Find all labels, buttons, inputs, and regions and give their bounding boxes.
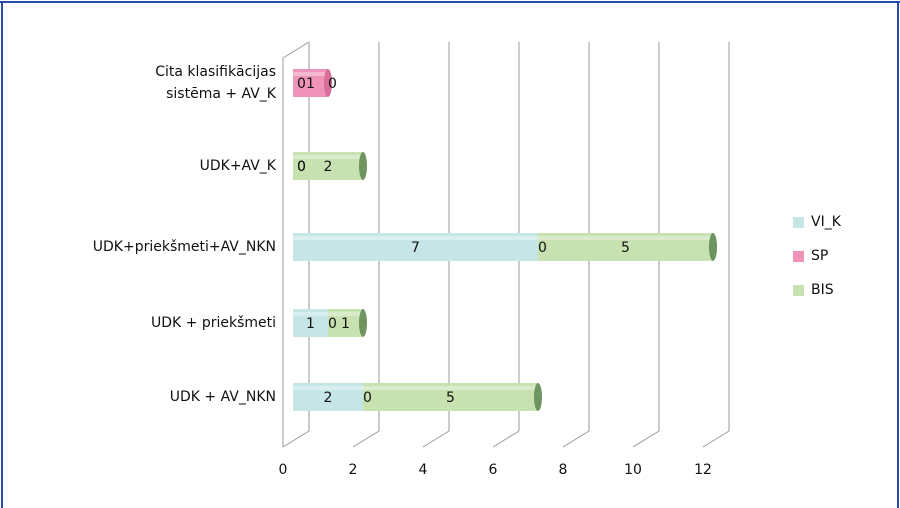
bar-highlight	[293, 312, 328, 316]
floor-line	[562, 430, 590, 448]
legend-swatch-vi-k	[793, 217, 804, 228]
y-axis-category-label: UDK + AV_NKN	[169, 389, 276, 405]
bar-bis	[363, 383, 538, 411]
bar-end-cap	[709, 233, 717, 261]
bar-vi-k	[293, 383, 363, 411]
x-tick-label: 8	[559, 462, 568, 478]
floor-line	[492, 430, 520, 448]
x-tick-label: 2	[349, 462, 358, 478]
data-label: 0	[328, 76, 337, 92]
x-tick-label: 6	[489, 462, 498, 478]
x-tick-label: 10	[624, 462, 642, 478]
bar-bis	[328, 309, 363, 337]
data-label: 0	[328, 316, 337, 332]
bar-highlight	[293, 72, 328, 76]
bar-bis	[538, 233, 713, 261]
left-wall-top	[282, 41, 310, 59]
y-axis-category-label: UDK+AV_K	[199, 158, 276, 174]
data-label: 2	[324, 390, 333, 406]
legend-swatch-sp	[793, 251, 804, 262]
y-axis-category-label: Cita klasifikācijas sistēma + AV_K	[155, 64, 276, 102]
bar-vi-k	[293, 233, 538, 261]
data-label: 0	[297, 159, 306, 175]
floor-line	[282, 430, 310, 448]
bar-highlight	[293, 386, 363, 390]
bar-vi-k	[293, 309, 328, 337]
legend-label: BIS	[811, 282, 834, 298]
chart-bars: 0 1 000 27 0 51 0 12 0 5	[293, 69, 717, 411]
floor-line	[422, 430, 450, 448]
bar-end-cap	[534, 383, 542, 411]
data-label: 0	[538, 240, 547, 256]
bar-end-cap	[324, 69, 332, 97]
bar-end-cap	[359, 309, 367, 337]
data-label: 0	[363, 390, 372, 406]
data-label: 5	[621, 240, 630, 256]
y-axis-category-label: UDK + priekšmeti	[150, 315, 276, 331]
y-axis-category-label: UDK+priekšmeti+AV_NKN	[92, 239, 276, 255]
bar-highlight	[328, 312, 363, 316]
data-label: 1	[341, 316, 350, 332]
legend-swatch-bis	[793, 285, 804, 296]
floor-line	[632, 430, 660, 448]
legend-label: VI_K	[811, 214, 841, 230]
data-label: 0	[297, 76, 306, 92]
bar-highlight	[538, 236, 713, 240]
x-axis-ticks: 0 2 4 6 8 10 12	[279, 462, 712, 478]
bar-highlight	[363, 386, 538, 390]
floor-line	[702, 430, 730, 448]
bar-highlight	[293, 155, 363, 159]
data-label: 0	[297, 159, 306, 175]
floor-line	[352, 430, 380, 448]
bar-bis	[293, 152, 363, 180]
bar-highlight	[293, 236, 538, 240]
data-label: 7	[411, 240, 420, 256]
x-tick-label: 0	[279, 462, 288, 478]
x-tick-label: 4	[419, 462, 428, 478]
legend-label: SP	[811, 248, 829, 264]
data-label: 1	[306, 316, 315, 332]
data-label: 1	[306, 76, 315, 92]
data-label: 2	[324, 159, 333, 175]
data-label: 5	[446, 390, 455, 406]
bar-end-cap	[359, 152, 367, 180]
x-tick-label: 12	[694, 462, 712, 478]
bar-sp	[293, 69, 328, 97]
